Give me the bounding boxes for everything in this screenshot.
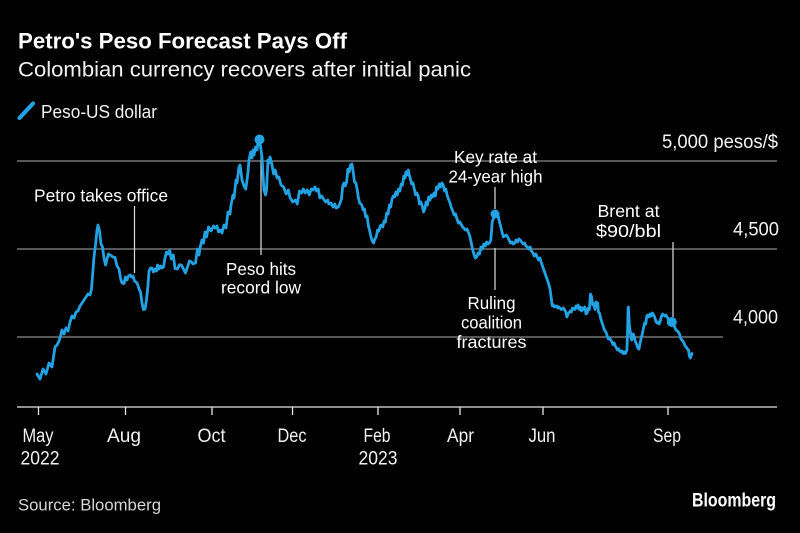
svg-text:Dec: Dec <box>278 426 307 447</box>
svg-text:$90/bbl: $90/bbl <box>596 221 661 241</box>
svg-text:Oct: Oct <box>198 426 227 447</box>
svg-text:Petro takes office: Petro takes office <box>34 186 168 206</box>
svg-text:4,000: 4,000 <box>733 308 778 329</box>
svg-text:2022: 2022 <box>21 449 60 470</box>
svg-text:2023: 2023 <box>359 449 398 470</box>
svg-text:Peso hits: Peso hits <box>226 259 296 279</box>
svg-text:Aug: Aug <box>107 426 141 447</box>
svg-text:Jun: Jun <box>529 426 556 447</box>
svg-text:Colombian currency recovers af: Colombian currency recovers after initia… <box>18 58 471 82</box>
svg-text:Key rate at: Key rate at <box>454 147 537 167</box>
svg-text:coalition: coalition <box>461 313 522 333</box>
svg-text:Sep: Sep <box>653 426 681 447</box>
svg-text:24-year high: 24-year high <box>449 167 543 187</box>
svg-text:5,000 pesos/$: 5,000 pesos/$ <box>662 132 778 153</box>
svg-text:record low: record low <box>221 278 301 298</box>
svg-text:Source: Bloomberg: Source: Bloomberg <box>18 497 161 515</box>
svg-text:Peso-US dollar: Peso-US dollar <box>41 101 157 122</box>
svg-text:Ruling: Ruling <box>468 293 516 313</box>
svg-text:4,500: 4,500 <box>733 220 779 241</box>
svg-text:Bloomberg: Bloomberg <box>692 491 776 512</box>
svg-text:fractures: fractures <box>457 332 527 352</box>
svg-text:Brent at: Brent at <box>598 201 660 221</box>
svg-text:Apr: Apr <box>447 426 475 447</box>
svg-text:Feb: Feb <box>364 426 391 447</box>
svg-text:May: May <box>23 426 54 447</box>
svg-text:Petro's Peso Forecast Pays Off: Petro's Peso Forecast Pays Off <box>18 29 347 54</box>
